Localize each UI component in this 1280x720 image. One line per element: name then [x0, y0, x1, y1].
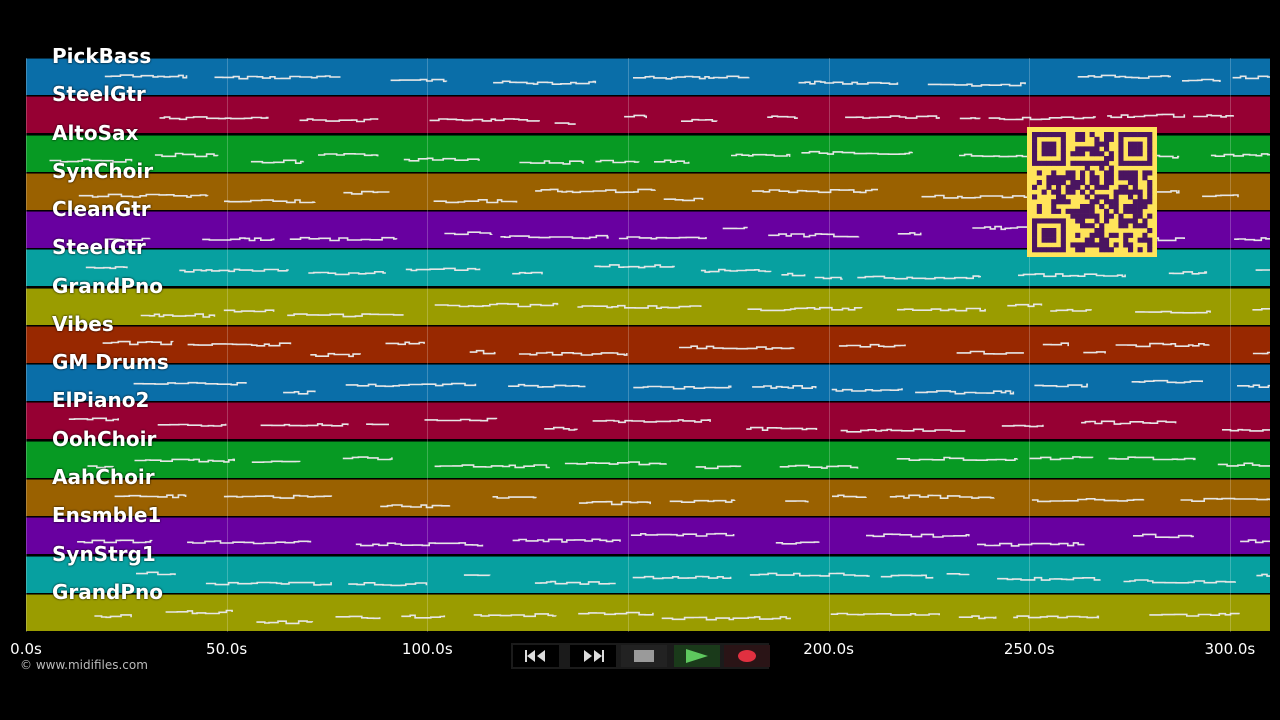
- track-row: [26, 402, 1270, 440]
- grid-line: [1029, 58, 1031, 632]
- stop-icon: [634, 650, 654, 662]
- track-notes: [68, 417, 1270, 434]
- track-label: ElPiano2: [52, 388, 150, 413]
- track-label: GrandPno: [52, 273, 163, 298]
- track-label: SynStrg1: [52, 541, 156, 566]
- track-notes: [133, 380, 1270, 395]
- grid-line: [1229, 58, 1231, 632]
- fast-forward-icon: [584, 650, 604, 662]
- track-row: [26, 440, 1270, 478]
- track-notes: [114, 494, 1270, 509]
- stop-button[interactable]: [621, 645, 667, 667]
- track-label: Ensmble1: [52, 503, 162, 528]
- track-notes: [159, 113, 1234, 126]
- track-label: PickBass: [52, 44, 152, 68]
- track-row: [26, 58, 1270, 95]
- track-label: GrandPno: [52, 579, 163, 604]
- time-tick-label: 300.0s: [1204, 640, 1256, 658]
- track-label: AahChoir: [52, 464, 155, 489]
- time-tick-label: 0.0s: [10, 640, 42, 658]
- track-label: CleanGtr: [52, 197, 151, 222]
- track-row: [26, 478, 1270, 516]
- track-label: GM Drums: [52, 350, 169, 375]
- rewind-button[interactable]: [513, 645, 559, 667]
- time-tick-label: 250.0s: [1003, 640, 1055, 658]
- record-icon: [738, 650, 756, 662]
- track-notes: [104, 74, 1270, 87]
- track-row: [26, 555, 1270, 593]
- track-row: [26, 593, 1270, 631]
- track-label: OohChoir: [52, 426, 157, 451]
- track-label: SteelGtr: [52, 235, 146, 260]
- play-button[interactable]: [674, 645, 720, 667]
- track-label: SynChoir: [52, 158, 154, 183]
- track-notes: [136, 571, 1270, 586]
- rewind-icon: [525, 650, 545, 662]
- grid-line: [427, 58, 429, 632]
- time-tick-label: 50.0s: [206, 640, 248, 658]
- track-row: [26, 325, 1270, 363]
- track-label: AltoSax: [52, 120, 139, 145]
- track-label: Vibes: [52, 311, 114, 336]
- track-notes: [85, 264, 1270, 281]
- record-button[interactable]: [724, 645, 770, 667]
- grid-line: [226, 58, 228, 632]
- copyright-text: © www.midifiles.com: [20, 658, 148, 672]
- track-notes: [87, 455, 1270, 469]
- qr-code-icon[interactable]: [1027, 127, 1157, 257]
- track-notes: [140, 302, 1270, 318]
- transport-controls: [511, 643, 770, 669]
- track-label: SteelGtr: [52, 82, 146, 107]
- grid-line: [627, 58, 629, 632]
- grid-line: [26, 58, 27, 632]
- track-row: [26, 364, 1270, 402]
- grid-line: [828, 58, 830, 632]
- play-icon: [686, 649, 708, 663]
- track-row: [26, 517, 1270, 555]
- track-notes: [102, 340, 1270, 357]
- track-notes: [94, 609, 1240, 624]
- fast-forward-button[interactable]: [570, 645, 616, 667]
- track-notes: [77, 533, 1270, 547]
- time-tick-label: 200.0s: [803, 640, 854, 658]
- time-tick-label: 100.0s: [401, 640, 453, 658]
- track-row: [26, 287, 1270, 325]
